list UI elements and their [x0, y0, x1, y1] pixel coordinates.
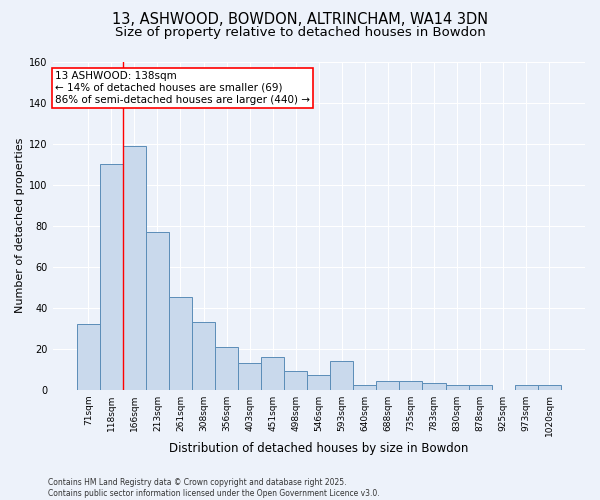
- Bar: [376, 382, 400, 390]
- Bar: [77, 324, 100, 390]
- Text: Size of property relative to detached houses in Bowdon: Size of property relative to detached ho…: [115, 26, 485, 39]
- Bar: [192, 322, 215, 390]
- Bar: [215, 346, 238, 390]
- Bar: [261, 357, 284, 390]
- Bar: [400, 382, 422, 390]
- X-axis label: Distribution of detached houses by size in Bowdon: Distribution of detached houses by size …: [169, 442, 469, 455]
- Bar: [284, 371, 307, 390]
- Y-axis label: Number of detached properties: Number of detached properties: [15, 138, 25, 313]
- Bar: [353, 386, 376, 390]
- Bar: [123, 146, 146, 390]
- Bar: [238, 363, 261, 390]
- Bar: [307, 375, 330, 390]
- Bar: [538, 386, 561, 390]
- Bar: [515, 386, 538, 390]
- Bar: [100, 164, 123, 390]
- Bar: [169, 298, 192, 390]
- Text: 13, ASHWOOD, BOWDON, ALTRINCHAM, WA14 3DN: 13, ASHWOOD, BOWDON, ALTRINCHAM, WA14 3D…: [112, 12, 488, 28]
- Bar: [330, 361, 353, 390]
- Text: Contains HM Land Registry data © Crown copyright and database right 2025.
Contai: Contains HM Land Registry data © Crown c…: [48, 478, 380, 498]
- Bar: [146, 232, 169, 390]
- Bar: [469, 386, 491, 390]
- Text: 13 ASHWOOD: 138sqm
← 14% of detached houses are smaller (69)
86% of semi-detache: 13 ASHWOOD: 138sqm ← 14% of detached hou…: [55, 72, 310, 104]
- Bar: [422, 384, 446, 390]
- Bar: [446, 386, 469, 390]
